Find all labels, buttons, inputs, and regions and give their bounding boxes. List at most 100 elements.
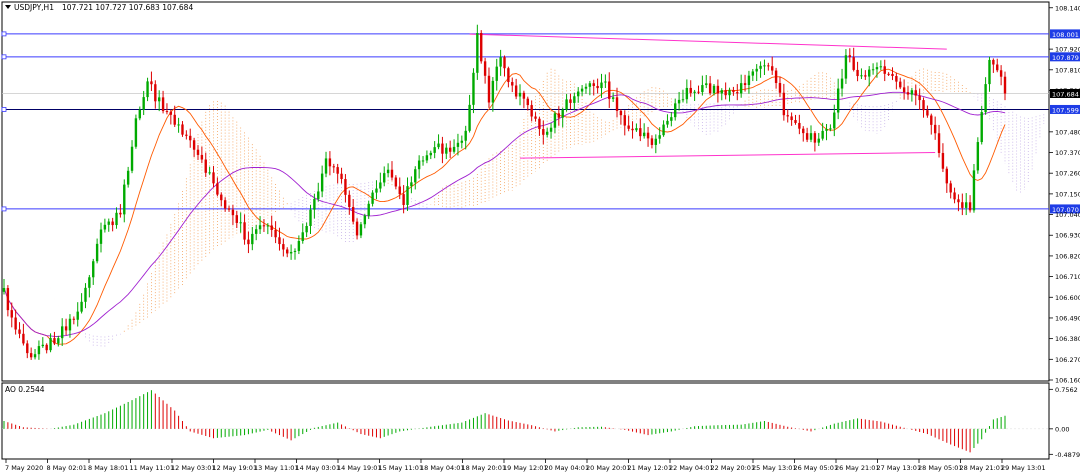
candle-body (72, 318, 76, 320)
triangle-down-icon[interactable] (5, 5, 11, 9)
candle-body (150, 81, 153, 85)
time-tick-label: 8 May 18:01 (88, 464, 128, 472)
candle-body (49, 338, 52, 351)
candle-body (728, 90, 731, 96)
candle-body (635, 128, 638, 131)
candle-body (914, 90, 917, 96)
level-price-tag (1050, 29, 1080, 39)
candle-body (972, 170, 976, 211)
level-price-tag (1050, 204, 1080, 214)
candle-body (953, 192, 956, 200)
level-handle[interactable] (1, 54, 7, 60)
candle-body (619, 110, 623, 116)
candle-body (813, 133, 817, 143)
candle-body (154, 84, 157, 102)
candle-body (33, 354, 37, 358)
candle-body (425, 155, 429, 161)
candle-body (251, 233, 254, 245)
candle-body (200, 154, 204, 160)
time-tick-label: 26 May 05:01 (794, 464, 839, 472)
candle-body (937, 133, 941, 154)
candle-body (895, 76, 898, 82)
candle-body (910, 90, 914, 95)
candle-body (119, 212, 122, 215)
candle-body (798, 122, 801, 129)
candle-body (231, 209, 235, 216)
candle-body (80, 301, 83, 312)
candle-body (891, 73, 894, 77)
candle-body (57, 338, 60, 344)
candle-body (123, 184, 126, 215)
candle-body (600, 82, 603, 89)
candle-body (189, 135, 192, 141)
candle-body (809, 133, 813, 140)
candle-body (697, 91, 700, 93)
level-price-tag (1050, 52, 1080, 62)
candle-body (879, 66, 883, 68)
candle-body (254, 229, 258, 234)
candle-body (138, 109, 141, 119)
trendline[interactable] (469, 33, 947, 50)
level-handle[interactable] (1, 31, 7, 37)
horizontal-levels[interactable]: 108.001 107.879 107.599 107.070 107.684 (1, 29, 1080, 214)
price-tick-label: 106.710 (1055, 273, 1080, 281)
candle-body (790, 116, 793, 121)
candle-body (173, 114, 176, 125)
candle-body (507, 68, 510, 83)
candle-body (840, 78, 844, 89)
candle-body (390, 169, 394, 178)
candle-body (957, 199, 960, 203)
level-handle[interactable] (1, 206, 7, 212)
candle-body (134, 118, 138, 147)
candle-body (99, 229, 103, 244)
time-tick-label: 28 May 21:01 (960, 464, 1005, 472)
candle-body (157, 97, 161, 102)
candle-body (235, 215, 238, 223)
time-tick-label: 19 May 12:01 (503, 464, 548, 472)
price-tick-label: 108.140 (1055, 4, 1080, 12)
candle-body (650, 138, 654, 145)
trendline[interactable] (520, 152, 936, 159)
candle-body (984, 84, 987, 113)
candle-body (383, 173, 386, 183)
time-tick-label: 29 May 13:01 (1001, 464, 1046, 472)
candle-body (689, 87, 692, 93)
candle-body (868, 69, 871, 77)
candle-body (223, 200, 227, 209)
candle-body (286, 249, 289, 254)
ohlc-readout: 107.721 107.727 107.683 107.684 (62, 3, 193, 12)
candle-body (596, 85, 599, 89)
candle-body (553, 113, 557, 128)
price-tick-label: 106.820 (1055, 252, 1080, 260)
time-tick-label: 27 May 13:01 (877, 464, 922, 472)
candle-body (611, 97, 615, 99)
candle-body (926, 110, 929, 116)
candle-body (239, 222, 242, 224)
time-tick-label: 8 May 02:01 (47, 464, 87, 472)
ao-tick-label: 0.7562 (1055, 386, 1078, 394)
candle-body (685, 87, 689, 100)
candle-body (142, 97, 145, 110)
candle-body (29, 353, 33, 358)
candle-body (941, 153, 945, 169)
candle-body (518, 92, 522, 97)
candle-body (476, 32, 479, 73)
candle-body (258, 225, 262, 230)
level-handle[interactable] (1, 107, 7, 112)
symbol-header[interactable]: USDJPY,H1 107.721 107.727 107.683 107.68… (5, 3, 193, 12)
ao-indicator-title: AO 0.2544 (5, 385, 45, 394)
candle-body (37, 346, 41, 355)
candle-body (526, 98, 529, 106)
candle-body (107, 221, 110, 225)
candle-body (674, 103, 677, 118)
symbol-title: USDJPY,H1 (14, 3, 54, 12)
time-tick-label: 20 May 20:01 (586, 464, 631, 472)
trendlines[interactable] (469, 33, 947, 159)
candle-body (398, 186, 401, 195)
candle-body (460, 140, 464, 143)
time-tick-label: 21 May 12:01 (628, 464, 673, 472)
time-tick-label: 18 May 04:01 (420, 464, 465, 472)
price-tick-label: 106.160 (1055, 377, 1080, 385)
